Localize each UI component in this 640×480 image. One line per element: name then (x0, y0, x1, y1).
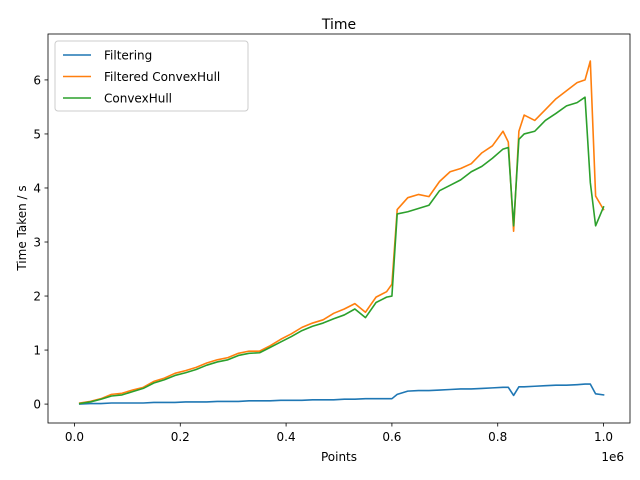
series-line-convexhull (78, 96, 605, 405)
x-tick-label: 1.0 (594, 430, 613, 444)
series-layer (78, 60, 605, 405)
legend: Filtering Filtered ConvexHull ConvexHull (54, 40, 249, 112)
legend-label-filtering: Filtering (104, 49, 152, 63)
chart-title: Time (321, 17, 356, 33)
x-axis-offset-label: 1e6 (601, 450, 624, 464)
y-tick-label: 1 (33, 344, 41, 358)
legend-label-convexhull: ConvexHull (104, 92, 172, 106)
legend-label-filtered-convexhull: Filtered ConvexHull (104, 70, 220, 84)
y-tick-label: 4 (33, 181, 41, 195)
x-tick-label: 0.4 (277, 430, 296, 444)
y-axis-label: Time Taken / s (15, 185, 29, 271)
series-line-filtering (78, 383, 605, 405)
y-axis-ticks: 0 1 2 3 4 5 6 (33, 73, 48, 412)
x-tick-label: 0.6 (382, 430, 401, 444)
plot-area-frame (47, 33, 631, 424)
x-tick-label: 0.0 (65, 430, 84, 444)
y-tick-label: 0 (33, 398, 41, 412)
y-tick-label: 3 (33, 236, 41, 250)
x-axis-ticks: 0.0 0.2 0.4 0.6 0.8 1.0 (65, 423, 613, 444)
y-tick-label: 5 (33, 127, 41, 141)
series-line-filtered-convexhull (78, 60, 605, 404)
legend-box (54, 40, 249, 112)
x-tick-label: 0.8 (488, 430, 507, 444)
x-axis-label: Points (321, 450, 357, 464)
y-tick-label: 6 (33, 73, 41, 87)
x-tick-label: 0.2 (171, 430, 190, 444)
y-tick-label: 2 (33, 290, 41, 304)
